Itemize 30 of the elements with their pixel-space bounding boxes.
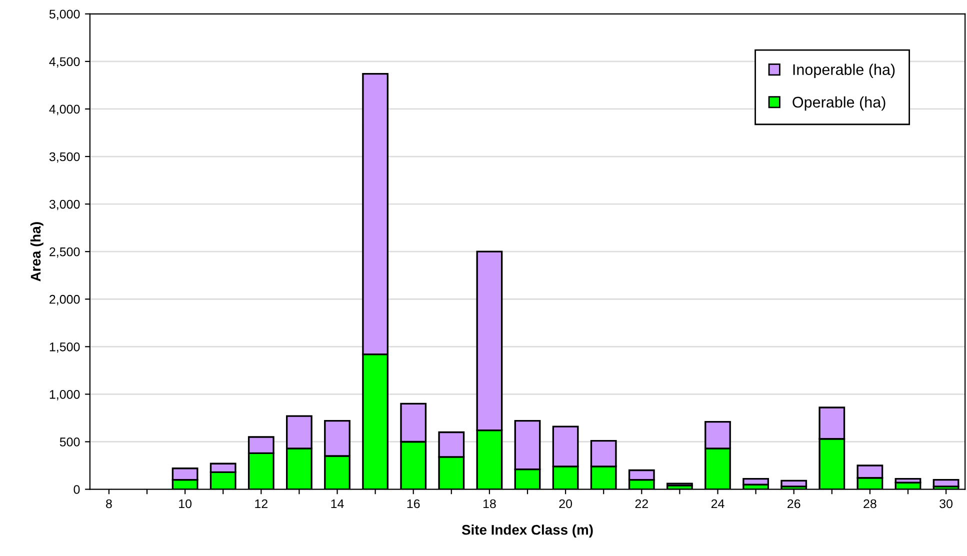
x-tick-label: 22 (635, 499, 648, 508)
y-tick-label: 2,500 (50, 247, 80, 258)
x-tick-label: 28 (864, 499, 876, 508)
x-axis-title: Site Index Class (m) (462, 524, 593, 538)
y-axis-title: Area (ha) (30, 222, 44, 282)
y-tick-label: 5,000 (49, 10, 80, 20)
bar (780, 480, 808, 488)
y-tick-label: 0 (74, 485, 80, 494)
x-tick-label: 8 (106, 499, 112, 508)
x-tick-label: 24 (711, 499, 724, 508)
y-tick-label: 4,000 (49, 104, 80, 116)
legend-label: Operable (ha) (792, 96, 886, 111)
y-tick-label: 1,500 (50, 342, 80, 353)
x-tick-label: 10 (179, 499, 192, 508)
x-tick-label: 14 (331, 499, 344, 508)
y-tick-label: 3,000 (49, 200, 80, 210)
x-tick-label: 18 (483, 499, 496, 508)
x-tick-label: 30 (940, 499, 953, 508)
y-tick-label: 500 (60, 438, 80, 446)
legend-label: Inoperable (ha) (793, 64, 895, 78)
bar (932, 478, 960, 488)
x-tick-label: 16 (407, 499, 420, 508)
y-tick-label: 3,500 (49, 152, 80, 163)
y-tick-label: 2,000 (50, 294, 80, 306)
x-tick-label: 20 (559, 499, 572, 508)
y-tick-label: 4,500 (49, 57, 80, 68)
bar (742, 478, 769, 486)
y-tick-label: 1,000 (50, 390, 80, 400)
x-tick-label: 12 (255, 499, 268, 508)
x-tick-label: 26 (788, 499, 800, 508)
